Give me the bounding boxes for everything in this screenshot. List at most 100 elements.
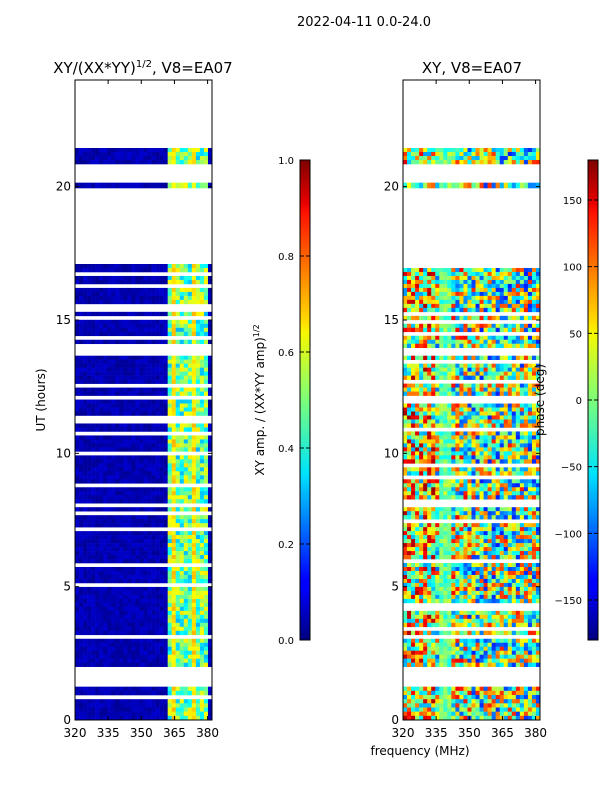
heatmap-cell (127, 267, 132, 273)
heatmap-cell (203, 507, 209, 512)
heatmap-cell (447, 363, 452, 368)
heatmap-cell (119, 499, 124, 504)
heatmap-cell (535, 459, 541, 464)
heatmap-cell (503, 703, 509, 708)
heatmap-cell (75, 311, 80, 317)
heatmap-cell (135, 148, 140, 153)
heatmap-cell (79, 287, 84, 293)
heatmap-cell (151, 379, 156, 384)
heatmap-cell (83, 491, 88, 496)
heatmap-cell (143, 715, 148, 721)
heatmap-cell (443, 383, 448, 388)
heatmap-cell (403, 375, 408, 380)
heatmap-cell (99, 403, 104, 408)
heatmap-cell (119, 264, 124, 269)
heatmap-cell (443, 435, 448, 440)
heatmap-cell (535, 335, 541, 341)
heatmap-cell (135, 519, 140, 524)
heatmap-cell (135, 570, 140, 576)
heatmap-cell (155, 622, 160, 628)
heatmap-cell (483, 323, 488, 329)
heatmap-cell (511, 459, 517, 464)
heatmap-cell (455, 291, 460, 297)
heatmap-cell (203, 535, 209, 540)
heatmap-cell (187, 654, 193, 659)
heatmap-cell (131, 642, 136, 648)
heatmap-cell (115, 590, 120, 596)
heatmap-cell (479, 323, 484, 329)
heatmap-cell (75, 363, 80, 368)
heatmap-cell (523, 695, 529, 700)
heatmap-cell (187, 658, 193, 663)
heatmap-cell (175, 359, 181, 364)
heatmap-cell (75, 531, 80, 536)
heatmap-cell (515, 327, 521, 333)
heatmap-cell (163, 423, 168, 428)
heatmap-cell (75, 610, 80, 616)
heatmap-cell (171, 638, 177, 644)
heatmap-cell (515, 287, 521, 293)
heatmap-cell (415, 703, 420, 708)
heatmap-cell (115, 487, 120, 492)
heatmap-cell (203, 463, 209, 468)
heatmap-cell (147, 367, 152, 372)
heatmap-cell (203, 606, 209, 612)
heatmap-cell (75, 160, 80, 165)
heatmap-cell (87, 363, 92, 368)
heatmap-cell (431, 307, 436, 313)
heatmap-cell (411, 451, 416, 456)
heatmap-cell (423, 363, 428, 368)
heatmap-cell (535, 387, 541, 392)
heatmap-cell (163, 590, 168, 596)
heatmap-cell (191, 287, 197, 293)
heatmap-cell (523, 271, 529, 277)
heatmap-cell (507, 383, 513, 388)
heatmap-cell (511, 275, 517, 281)
heatmap-cell (463, 495, 468, 500)
heatmap-cell (111, 379, 116, 384)
heatmap-cell (99, 182, 104, 189)
heatmap-cell (143, 523, 148, 528)
heatmap-cell (147, 559, 152, 564)
heatmap-cell (79, 363, 84, 368)
heatmap-cell (491, 471, 496, 476)
heatmap-cell (187, 618, 193, 624)
heatmap-cell (207, 606, 213, 612)
heatmap-cell (199, 622, 205, 628)
heatmap-cell (127, 602, 132, 608)
heatmap-cell (523, 303, 529, 309)
heatmap-cell (95, 610, 100, 616)
heatmap-cell (143, 375, 148, 380)
heatmap-cell (107, 387, 112, 392)
heatmap-cell (171, 160, 177, 165)
heatmap-cell (407, 715, 412, 721)
heatmap-cell (95, 578, 100, 584)
heatmap-cell (131, 650, 136, 656)
heatmap-cell (435, 451, 440, 456)
heatmap-cell (179, 435, 185, 440)
heatmap-cell (415, 423, 420, 428)
heatmap-cell (515, 471, 521, 476)
heatmap-cell (115, 423, 120, 428)
heatmap-cell (95, 646, 100, 652)
heatmap-cell (131, 331, 136, 337)
heatmap-cell (127, 598, 132, 604)
heatmap-cell (175, 642, 181, 648)
heatmap-cell (87, 399, 92, 404)
heatmap-cell (471, 307, 476, 313)
heatmap-cell (531, 371, 537, 376)
heatmap-cell (83, 403, 88, 408)
heatmap-cell (431, 355, 436, 360)
heatmap-cell (119, 630, 124, 636)
heatmap-cell (515, 367, 521, 372)
heatmap-cell (139, 590, 144, 596)
heatmap-cell (95, 715, 100, 721)
heatmap-cell (199, 551, 205, 556)
heatmap-cell (171, 295, 177, 301)
heatmap-cell (171, 703, 177, 708)
heatmap-cell (91, 567, 96, 572)
heatmap-cell (507, 423, 513, 428)
heatmap-cell (531, 391, 537, 396)
heatmap-cell (107, 182, 112, 189)
